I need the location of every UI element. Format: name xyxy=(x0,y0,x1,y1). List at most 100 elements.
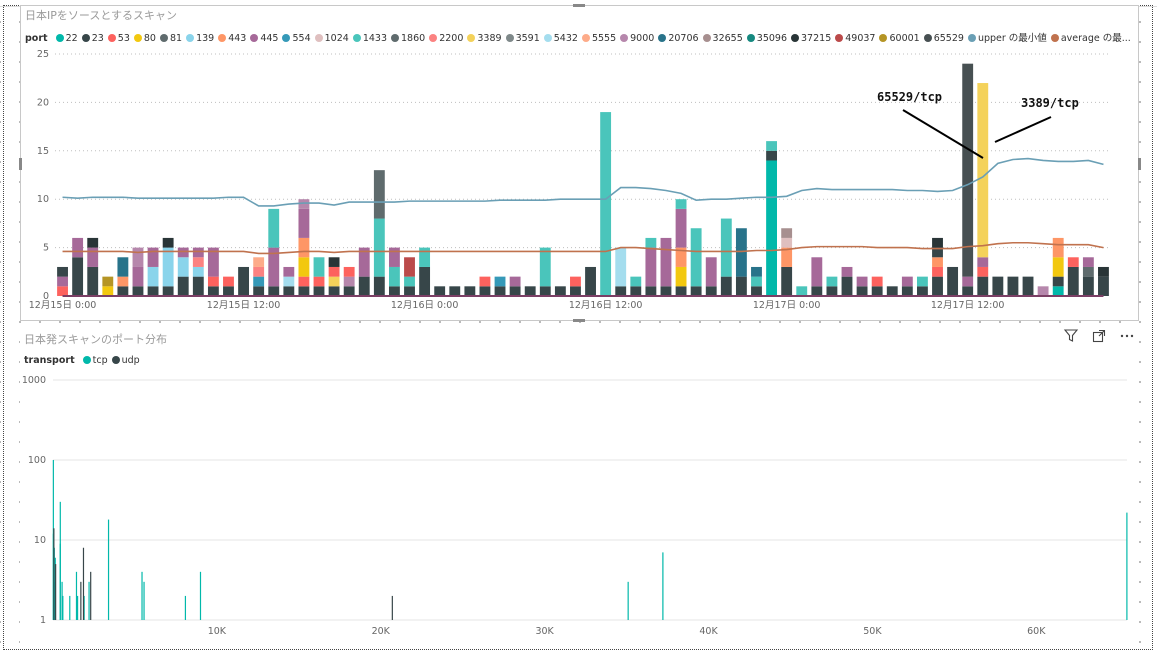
bar-segment xyxy=(660,286,672,296)
bar-segment xyxy=(841,266,853,277)
bar-segment xyxy=(977,83,989,258)
legend-item[interactable]: 81 xyxy=(159,33,182,44)
legend-swatch xyxy=(581,34,590,42)
legend-item[interactable]: 20706 xyxy=(658,33,699,44)
resize-handle-top[interactable] xyxy=(573,4,585,7)
legend-label: tcp xyxy=(92,355,108,366)
legend-item[interactable]: 554 xyxy=(282,33,311,44)
legend-item[interactable]: 1433 xyxy=(352,33,387,44)
y-tick-label: 0 xyxy=(43,291,49,302)
legend-item[interactable]: upper の最小値 xyxy=(967,30,1047,44)
bar-segment xyxy=(871,276,883,287)
port-legend: port 22 23 53 80 81 139 443 445 554 1024 1433 1860 2… xyxy=(25,30,1133,44)
bar-segment xyxy=(675,247,687,267)
bar-segment xyxy=(720,276,732,296)
bar-segment xyxy=(539,247,551,287)
legend-item[interactable]: 37215 xyxy=(791,33,831,44)
more-options-icon[interactable] xyxy=(1119,328,1135,344)
legend-swatch xyxy=(505,34,514,42)
bar-segment xyxy=(132,286,144,296)
legend-label: 445 xyxy=(260,33,279,44)
legend-label: 80 xyxy=(143,33,156,44)
legend-item[interactable]: 3591 xyxy=(505,33,540,44)
legend-label: 1860 xyxy=(401,33,426,44)
bar-segment xyxy=(102,276,114,287)
legend-item[interactable]: 32655 xyxy=(702,33,743,44)
bar-segment xyxy=(328,257,340,267)
focus-mode-icon[interactable] xyxy=(1091,328,1107,344)
resize-handle-left[interactable] xyxy=(19,158,22,170)
legend-swatch xyxy=(218,34,227,42)
legend-swatch xyxy=(111,356,120,364)
bar-segment xyxy=(916,276,928,287)
bar-segment xyxy=(781,247,793,267)
legend-item[interactable]: udp xyxy=(111,355,140,366)
bar-segment xyxy=(192,266,204,277)
legend-label: 5432 xyxy=(553,33,578,44)
legend-item[interactable]: 23 xyxy=(81,33,104,44)
resize-handle-bottom[interactable] xyxy=(573,319,585,322)
legend-item[interactable]: 2200 xyxy=(429,33,463,44)
stacked-bar-chart: 0 5 10 15 20 25 12月15日 0:00 12月15日 12:00 12月16日 … xyxy=(29,49,1111,311)
legend-item[interactable]: average の最... xyxy=(1050,30,1131,44)
legend-item[interactable]: 5432 xyxy=(543,33,578,44)
bar-segment xyxy=(72,237,84,258)
legend-item[interactable]: 443 xyxy=(218,33,246,44)
legend-item[interactable]: 1024 xyxy=(314,33,349,44)
legend-swatch xyxy=(250,34,259,42)
bar-segment xyxy=(343,286,355,296)
legend-item[interactable]: 60001 xyxy=(879,33,920,44)
bar-segment xyxy=(388,286,400,296)
bar-segment xyxy=(690,286,702,296)
bar-segment xyxy=(117,286,129,296)
legend-item[interactable]: 22 xyxy=(55,33,78,44)
bar-segment xyxy=(811,257,823,287)
legend-label: udp xyxy=(121,355,140,366)
bar-segment xyxy=(328,276,340,287)
legend-label: 3591 xyxy=(515,33,540,44)
bar-segment xyxy=(932,237,943,248)
x-tick-label: 12月16日 0:00 xyxy=(391,300,459,311)
bar-segment xyxy=(524,286,536,296)
bar-segment xyxy=(675,199,687,209)
bar-segment xyxy=(419,247,431,267)
bar-segment xyxy=(373,276,385,296)
y-tick-label: 1 xyxy=(40,615,46,626)
bar-segment xyxy=(298,286,310,296)
x-tick-label: 60K xyxy=(1027,626,1046,637)
bar-segment xyxy=(932,247,943,258)
bar-segment xyxy=(343,276,355,287)
legend-item[interactable]: 53 xyxy=(107,33,130,44)
legend-item[interactable]: 80 xyxy=(133,33,156,44)
legend-item[interactable]: 3389 xyxy=(467,33,502,44)
bar-segment xyxy=(177,247,189,258)
filter-icon[interactable] xyxy=(1063,328,1079,344)
bar-segment xyxy=(751,286,762,296)
legend-item[interactable]: 49037 xyxy=(835,33,875,44)
legend-item[interactable]: tcp xyxy=(82,355,108,366)
legend-item[interactable]: 35096 xyxy=(746,33,787,44)
bar-segment xyxy=(494,286,506,296)
legend-swatch xyxy=(835,34,844,42)
bar-segment xyxy=(615,286,627,296)
legend-item[interactable]: 1860 xyxy=(391,33,425,44)
resize-handle-right[interactable] xyxy=(1138,158,1141,170)
legend-item[interactable]: 445 xyxy=(250,33,278,44)
bar-segment xyxy=(766,160,778,296)
bar-segment xyxy=(162,237,174,248)
legend-item[interactable]: 5555 xyxy=(581,33,616,44)
bar-segment xyxy=(449,286,461,296)
legend-item[interactable]: 139 xyxy=(186,33,214,44)
legend-label: 37215 xyxy=(801,33,832,44)
bar-segment xyxy=(192,257,204,267)
bar-segment xyxy=(932,276,943,296)
bar-segment xyxy=(539,286,551,296)
bar-segment xyxy=(162,247,174,287)
port-distribution-visual[interactable]: 日本発スキャンのポート分布 transport tcp udp 1 10 100 100… xyxy=(20,328,1139,648)
bar-segment xyxy=(826,276,838,287)
legend-item[interactable]: 9000 xyxy=(620,33,654,44)
stacked-bar-visual[interactable]: 日本IPをソースとするスキャン port 22 23 53 80 81 139 443 445… xyxy=(19,4,1141,322)
bar-segment xyxy=(494,276,506,287)
legend-item[interactable]: 65529 xyxy=(923,33,964,44)
bar-segment xyxy=(1082,257,1094,267)
